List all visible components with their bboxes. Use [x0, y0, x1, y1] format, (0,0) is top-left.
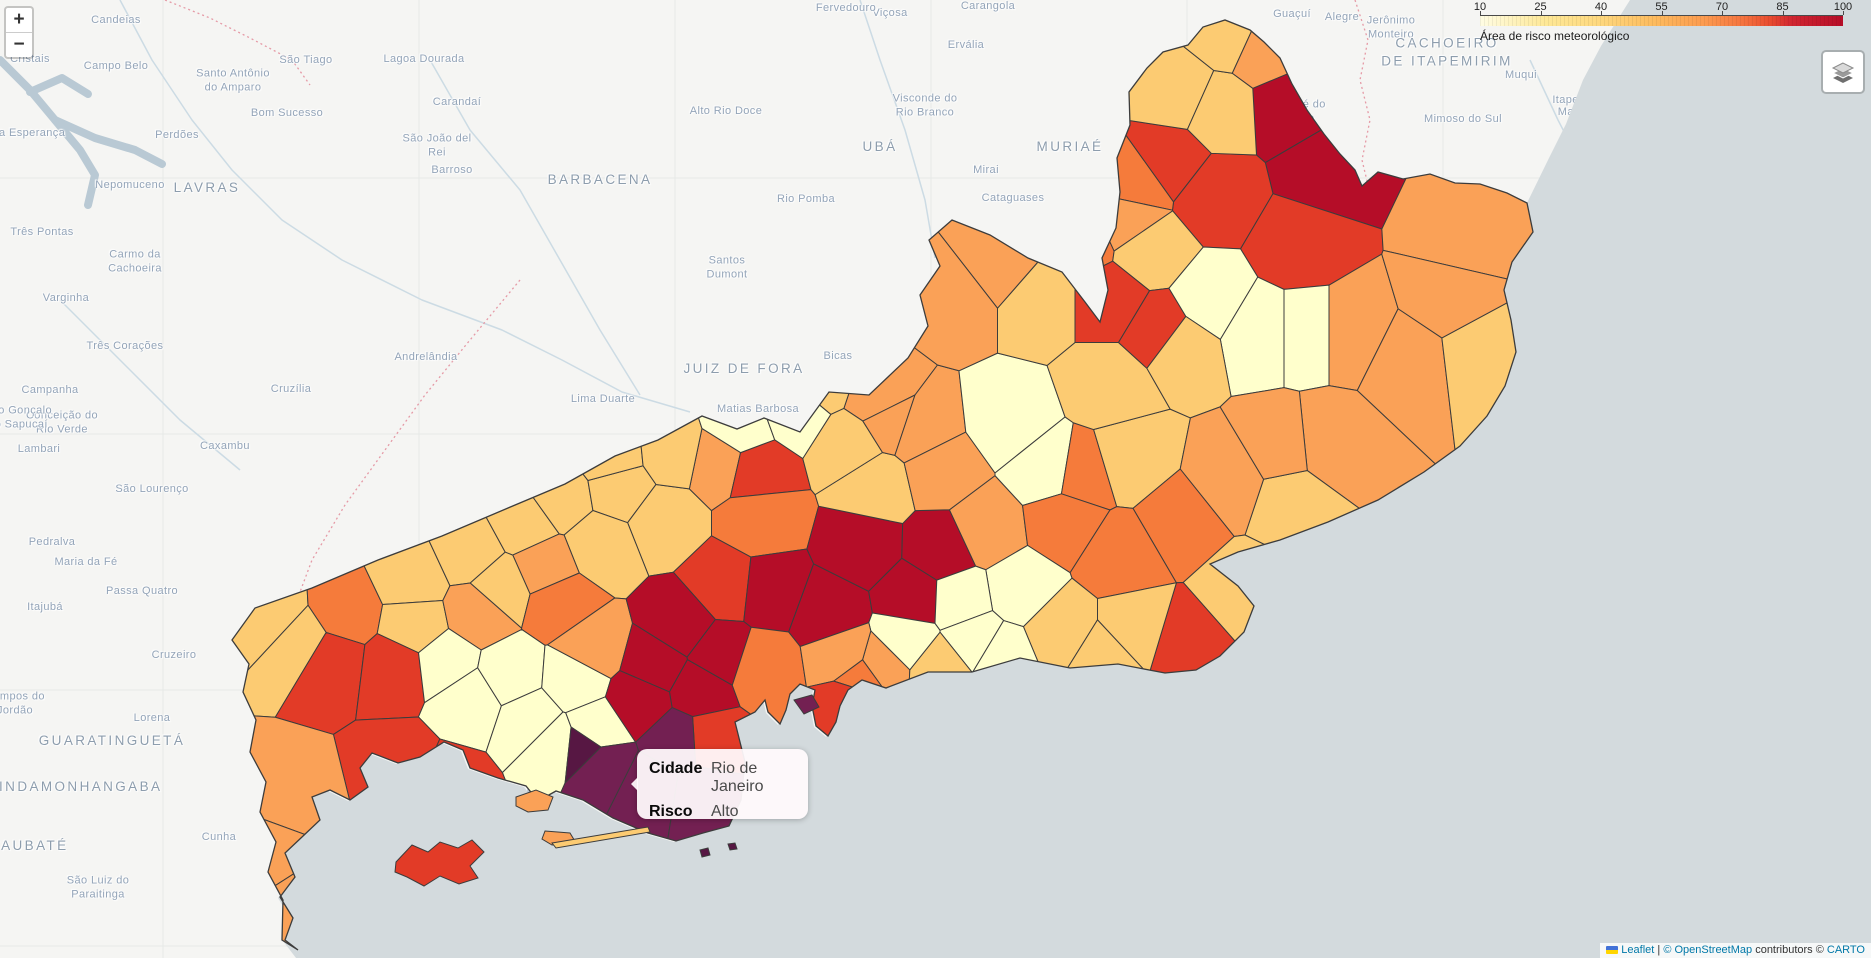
zoom-in-button[interactable]: + — [6, 8, 32, 33]
legend-tick-label: 70 — [1715, 1, 1729, 13]
municipality-region[interactable] — [564, 726, 602, 784]
island-islet-1[interactable] — [699, 847, 711, 858]
municipality-region[interactable] — [606, 127, 776, 454]
zoom-out-button[interactable]: − — [6, 33, 32, 57]
state-outline — [231, 19, 1534, 951]
municipality-region[interactable] — [868, 612, 941, 671]
municipality-region[interactable] — [1219, 387, 1308, 480]
legend-tick-mark — [1843, 11, 1844, 15]
legend-tick-mark — [1661, 11, 1663, 15]
zoom-control[interactable]: + − — [4, 6, 34, 59]
island-islet-2[interactable] — [727, 842, 738, 851]
legend-tick-mark — [1540, 11, 1542, 15]
admin-border-dashed — [164, 0, 311, 86]
municipality-region[interactable] — [558, 0, 875, 415]
island-ilha-grande[interactable] — [394, 839, 485, 887]
attribution-contributors: contributors © — [1752, 944, 1827, 956]
legend-tick-label: 10 — [1473, 1, 1487, 13]
municipality-region[interactable] — [1381, 249, 1538, 339]
reservoir — [26, 74, 92, 98]
river — [859, 0, 936, 259]
municipality-region[interactable] — [210, 84, 309, 712]
municipality-region[interactable] — [757, 0, 1043, 309]
leaflet-link[interactable]: Leaflet — [1621, 944, 1655, 956]
municipality-region[interactable] — [210, 69, 451, 606]
ukraine-flag-icon — [1606, 946, 1619, 954]
legend-tick-mark — [1782, 11, 1784, 15]
legend-tick-label: 55 — [1655, 1, 1668, 13]
layers-control-button[interactable] — [1821, 50, 1865, 94]
layers-icon — [1831, 62, 1855, 83]
river — [59, 299, 241, 471]
legend-tick-mark — [1480, 11, 1481, 15]
municipality-region[interactable] — [1231, 0, 1466, 89]
risk-legend: 10 25 40 55 70 85 100 Área de risco meteorológ… — [1474, 1, 1852, 43]
carto-link[interactable]: CARTO — [1826, 944, 1865, 956]
municipality-region[interactable] — [610, 147, 703, 490]
reservoir — [0, 56, 99, 209]
legend-title: Área de risco meteorológico — [1480, 29, 1630, 43]
tooltip-arrow — [624, 777, 638, 791]
ocean[interactable] — [278, 0, 1871, 958]
river — [119, 0, 691, 413]
legend-tick-mark — [1722, 11, 1723, 15]
attribution-separator: | — [1654, 944, 1664, 956]
island-marambaia-strip[interactable] — [551, 826, 651, 849]
legend-gradient-bar — [1480, 11, 1844, 26]
osm-link[interactable]: © OpenStreetMap — [1663, 944, 1753, 956]
municipality-region[interactable] — [1283, 284, 1330, 392]
river — [429, 59, 641, 396]
island-governador[interactable] — [793, 694, 820, 715]
municipality-region[interactable] — [218, 0, 644, 481]
island-itacuruca[interactable] — [515, 789, 554, 813]
legend-tick-label: 25 — [1534, 1, 1547, 13]
tooltip-city-value: Rio de Janeiro — [711, 760, 764, 795]
attribution-bar: Leaflet | © OpenStreetMap contributors ©… — [1600, 943, 1871, 958]
legend-tick-label: 85 — [1776, 1, 1789, 13]
municipality-region[interactable] — [288, 154, 560, 556]
legend-tick-label: 100 — [1833, 1, 1853, 13]
legend-tick-mark — [1601, 11, 1602, 15]
tooltip-city-label: Cidade — [649, 760, 703, 777]
tooltip-risk-value: Alto — [711, 803, 739, 820]
legend-tick-label: 40 — [1594, 1, 1608, 13]
map-tooltip: Cidade Rio de Janeiro Risco Alto — [631, 749, 808, 820]
municipality-region[interactable] — [685, 0, 998, 372]
municipality-region[interactable] — [210, 0, 594, 536]
tooltip-risk-label: Risco — [649, 803, 693, 820]
admin-border-dashed — [1354, 0, 1371, 186]
reservoir — [51, 116, 166, 168]
municipality-region[interactable] — [919, 0, 1215, 130]
municipality-region[interactable] — [210, 25, 506, 587]
legend-tick-labels: 10 25 40 55 70 85 100 — [1474, 1, 1852, 15]
